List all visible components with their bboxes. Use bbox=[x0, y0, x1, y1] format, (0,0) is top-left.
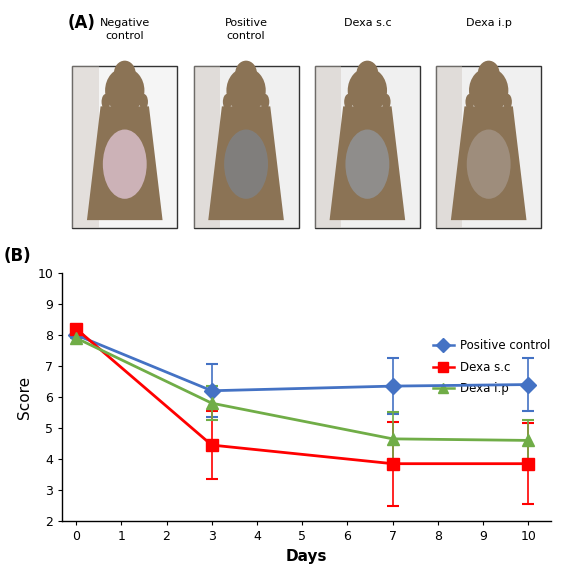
FancyBboxPatch shape bbox=[315, 66, 420, 228]
FancyBboxPatch shape bbox=[436, 66, 541, 228]
Ellipse shape bbox=[478, 61, 499, 86]
Text: Positive
control: Positive control bbox=[224, 19, 268, 41]
FancyBboxPatch shape bbox=[436, 66, 462, 228]
Text: (A): (A) bbox=[68, 14, 95, 32]
Ellipse shape bbox=[227, 68, 266, 113]
Ellipse shape bbox=[469, 68, 508, 113]
FancyBboxPatch shape bbox=[315, 66, 341, 228]
Ellipse shape bbox=[105, 68, 144, 113]
Ellipse shape bbox=[114, 61, 136, 86]
FancyBboxPatch shape bbox=[72, 66, 98, 228]
FancyBboxPatch shape bbox=[194, 66, 299, 228]
Y-axis label: Score: Score bbox=[17, 375, 32, 419]
Ellipse shape bbox=[235, 61, 257, 86]
Ellipse shape bbox=[503, 94, 512, 110]
Ellipse shape bbox=[224, 130, 268, 199]
Ellipse shape bbox=[102, 94, 110, 110]
Ellipse shape bbox=[223, 94, 232, 110]
Polygon shape bbox=[451, 107, 527, 220]
Ellipse shape bbox=[348, 68, 387, 113]
Text: Dexa s.c: Dexa s.c bbox=[344, 19, 391, 28]
FancyBboxPatch shape bbox=[194, 66, 220, 228]
Polygon shape bbox=[329, 107, 405, 220]
Ellipse shape bbox=[139, 94, 148, 110]
Ellipse shape bbox=[261, 94, 269, 110]
Ellipse shape bbox=[357, 61, 378, 86]
Ellipse shape bbox=[345, 130, 389, 199]
Text: Dexa i.p: Dexa i.p bbox=[466, 19, 512, 28]
Polygon shape bbox=[208, 107, 284, 220]
Text: Negative
control: Negative control bbox=[99, 19, 150, 41]
Ellipse shape bbox=[344, 94, 353, 110]
Ellipse shape bbox=[466, 94, 474, 110]
Polygon shape bbox=[87, 107, 162, 220]
Legend: Positive control, Dexa s.c, Dexa i.p: Positive control, Dexa s.c, Dexa i.p bbox=[428, 335, 555, 400]
FancyBboxPatch shape bbox=[72, 66, 177, 228]
Ellipse shape bbox=[103, 130, 147, 199]
Ellipse shape bbox=[467, 130, 511, 199]
Ellipse shape bbox=[382, 94, 391, 110]
X-axis label: Days: Days bbox=[286, 549, 328, 564]
Text: (B): (B) bbox=[4, 247, 31, 265]
